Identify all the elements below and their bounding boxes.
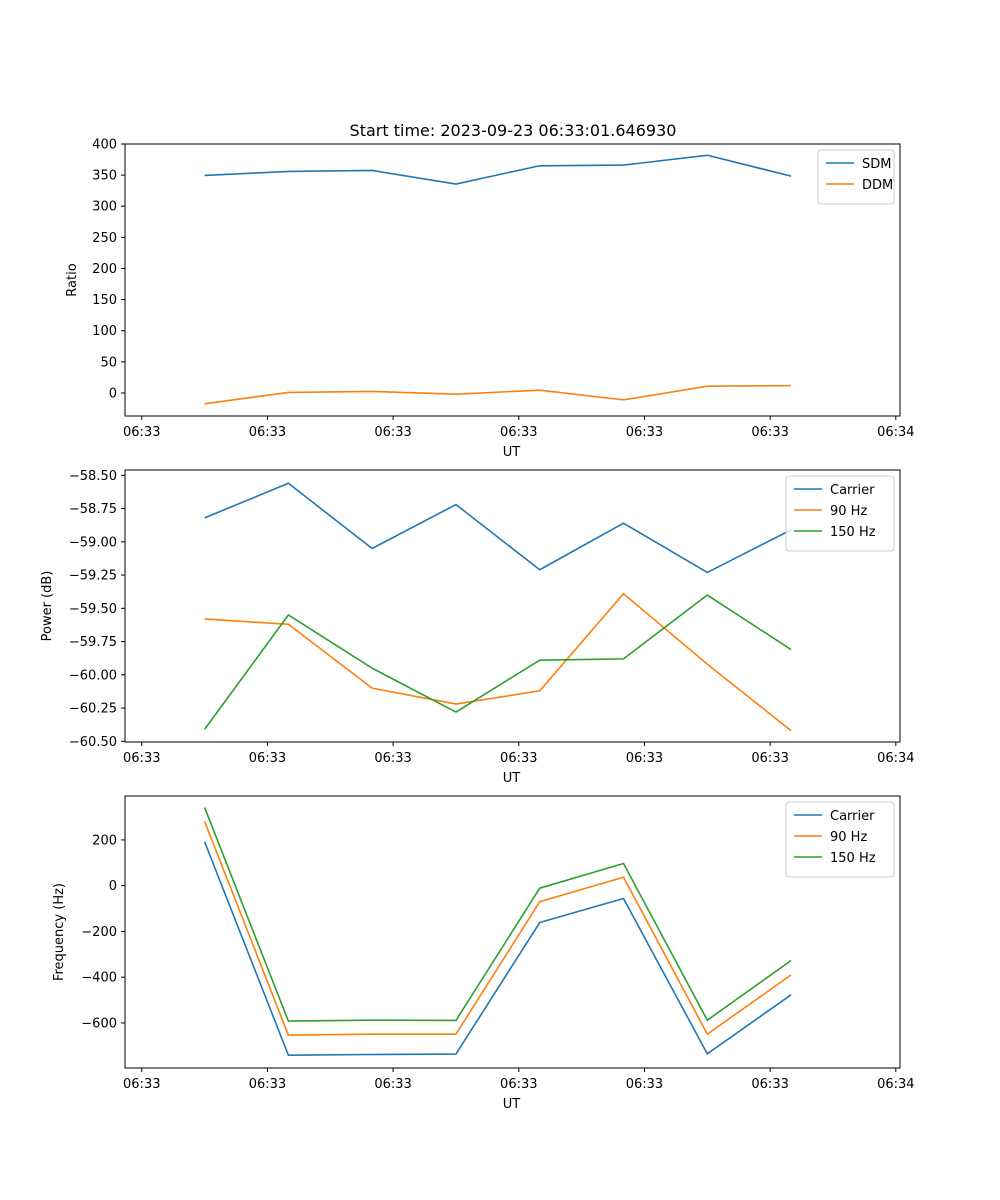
power-y-tick-label: −59.50 [69,602,117,617]
power-legend-box [785,475,895,552]
frequency-y-tick-label: −200 [81,925,117,940]
frequency-series-carrier-line [203,841,792,1056]
ratio-y-tick-label: 400 [92,138,117,153]
ratio-x-tick-label: 06:33 [751,425,788,440]
ratio-x-tick-label: 06:33 [500,425,537,440]
ratio-x-tick-label: 06:33 [249,425,286,440]
ratio-series-sdm-line [204,154,792,185]
power-legend-label: 150 Hz [830,525,876,540]
ratio-panel: 06:33 06:33 06:33 06:33 06:33 06:33 06:34 0 50 10… [65,138,915,461]
frequency-x-tick-label: 06:33 [751,1077,788,1092]
power-legend-label: Carrier [830,483,875,498]
frequency-x-axis-label: UT [503,1097,521,1112]
frequency-x-tick-label: 06:33 [374,1077,411,1092]
frequency-x-tick-label: 06:34 [877,1077,914,1092]
ratio-legend-label: DDM [862,178,893,193]
frequency-series-150-hz-line [203,807,792,1022]
frequency-legend-label: 150 Hz [830,851,876,866]
ratio-y-tick-label: 50 [100,355,117,370]
power-y-tick-label: −59.00 [69,535,117,550]
ratio-y-tick-label: 300 [92,200,117,215]
power-series-90-hz-line [204,592,792,732]
power-legend: Carrier 90 Hz 150 Hz [785,475,895,552]
frequency-y-tick-label: 0 [109,879,117,894]
power-x-axis-label: UT [503,771,521,786]
frequency-legend-label: 90 Hz [830,830,867,845]
ratio-y-tick-label: 250 [92,231,117,246]
power-x-tick-label: 06:33 [249,751,286,766]
frequency-y-tick-label: 200 [92,833,117,848]
frequency-x-tick-label: 06:33 [500,1077,537,1092]
ratio-legend: SDM DDM [817,149,895,205]
power-panel: 06:33 06:33 06:33 06:33 06:33 06:33 06:34 −60.5… [40,469,915,786]
power-series-carrier-line [204,482,792,574]
power-x-tick-label: 06:33 [751,751,788,766]
figure-title: Start time: 2023-09-23 06:33:01.646930 [350,121,677,140]
ratio-y-tick-label: 350 [92,169,117,184]
power-y-tick-label: −58.50 [69,469,117,484]
ratio-y-axis-label: Ratio [65,263,80,296]
ratio-y-tick-label: 0 [109,386,117,401]
power-y-tick-label: −59.75 [69,635,117,650]
power-y-tick-label: −59.25 [69,569,117,584]
power-x-tick-label: 06:33 [500,751,537,766]
power-axes-frame [124,469,901,743]
frequency-axes-frame [124,795,901,1069]
frequency-panel: 06:33 06:33 06:33 06:33 06:33 06:33 06:34 −600 −… [52,795,915,1112]
ratio-y-tick-label: 200 [92,262,117,277]
ratio-y-tick-label: 100 [92,324,117,339]
frequency-y-axis-label: Frequency (Hz) [52,883,67,981]
ratio-axes-frame [124,143,901,417]
ratio-x-tick-label: 06:33 [123,425,160,440]
frequency-series-90-hz-line [203,821,792,1036]
frequency-y-tick-label: −400 [81,971,117,986]
ratio-y-tick-label: 150 [92,293,117,308]
frequency-x-tick-label: 06:33 [249,1077,286,1092]
power-series-150-hz-line [203,594,792,730]
ratio-x-tick-label: 06:34 [877,425,914,440]
frequency-legend-box [785,801,895,878]
ratio-series-ddm-line [204,384,792,405]
frequency-y-tick-label: −600 [81,1016,117,1031]
ratio-legend-label: SDM [862,157,891,172]
ratio-x-tick-label: 06:33 [374,425,411,440]
power-x-tick-label: 06:33 [626,751,663,766]
power-y-axis-label: Power (dB) [40,571,55,642]
power-x-tick-label: 06:34 [877,751,914,766]
power-y-tick-label: −58.75 [69,502,117,517]
frequency-legend: Carrier 90 Hz 150 Hz [785,801,895,878]
power-legend-label: 90 Hz [830,504,867,519]
power-x-tick-label: 06:33 [123,751,160,766]
ratio-x-tick-label: 06:33 [626,425,663,440]
power-x-tick-label: 06:33 [374,751,411,766]
power-y-tick-label: −60.00 [69,668,117,683]
power-y-tick-label: −60.25 [69,702,117,717]
frequency-x-tick-label: 06:33 [123,1077,160,1092]
frequency-legend-label: Carrier [830,809,875,824]
frequency-x-tick-label: 06:33 [626,1077,663,1092]
ratio-x-axis-label: UT [503,445,521,460]
power-y-tick-label: −60.50 [69,735,117,750]
